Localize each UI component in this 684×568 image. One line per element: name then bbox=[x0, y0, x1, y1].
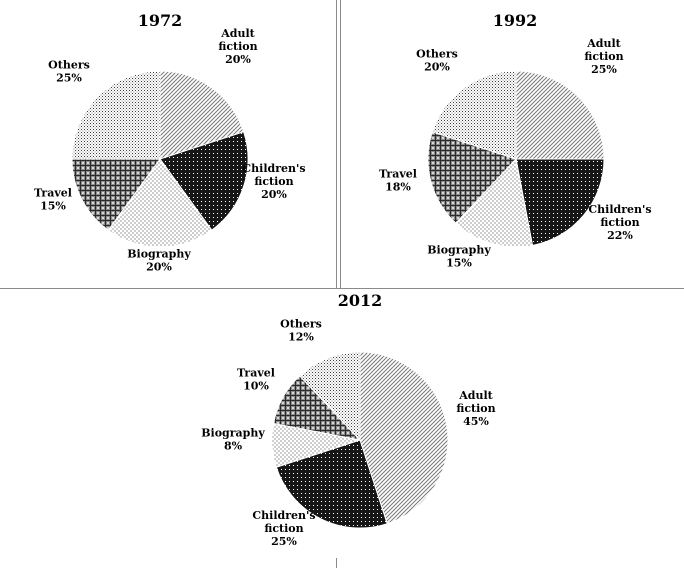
pie-chart-2012: 2012 Adult fiction 45% Children's fiction 25%… bbox=[201, 291, 495, 548]
slice-label-adult-fiction: Adult fiction 20% bbox=[218, 27, 257, 66]
slice-label-others: Others 12% bbox=[280, 318, 322, 344]
slice-label-travel: Travel 15% bbox=[34, 187, 72, 213]
pie-slice-others bbox=[71, 70, 161, 160]
pie-chart-1972: 1972 Adult fiction 20% Children's fiction 20%… bbox=[34, 11, 306, 274]
pie-slice-adult-fiction bbox=[359, 351, 449, 525]
pie-slice-children-s-fiction bbox=[275, 439, 388, 529]
pie-slice-adult-fiction bbox=[159, 70, 245, 160]
slice-label-biography: Biography 15% bbox=[427, 244, 491, 270]
slice-label-children-s-fiction: Children's fiction 20% bbox=[242, 162, 305, 201]
slice-label-travel: Travel 10% bbox=[237, 367, 275, 393]
slice-label-biography: Biography 8% bbox=[201, 427, 265, 453]
slice-label-children-s-fiction: Children's fiction 25% bbox=[252, 509, 315, 548]
slice-label-travel: Travel 18% bbox=[379, 168, 417, 194]
slice-label-adult-fiction: Adult fiction 45% bbox=[456, 389, 495, 428]
pie-slice-travel bbox=[71, 158, 161, 231]
slice-label-biography: Biography 20% bbox=[127, 248, 191, 274]
pie-slice-children-s-fiction bbox=[515, 158, 605, 247]
pie-chart-1992: 1992 Adult fiction 25% Children's fiction 22%… bbox=[379, 11, 652, 270]
slice-label-children-s-fiction: Children's fiction 22% bbox=[588, 203, 651, 242]
slice-label-others: Others 20% bbox=[416, 48, 458, 74]
pie-slice-travel bbox=[427, 131, 517, 224]
chart-title: 1992 bbox=[493, 11, 538, 30]
slice-label-adult-fiction: Adult fiction 25% bbox=[584, 37, 623, 76]
chart-title: 2012 bbox=[338, 291, 383, 310]
pie-slice-adult-fiction bbox=[515, 70, 605, 160]
pie-slice-others bbox=[431, 70, 517, 160]
slice-label-others: Others 25% bbox=[48, 59, 90, 85]
pie-slice-children-s-fiction bbox=[159, 131, 249, 231]
pie-slice-biography bbox=[107, 158, 213, 248]
pie-slice-biography bbox=[455, 157, 534, 248]
chart-title: 1972 bbox=[138, 11, 183, 30]
pie-slice-others bbox=[299, 351, 361, 442]
